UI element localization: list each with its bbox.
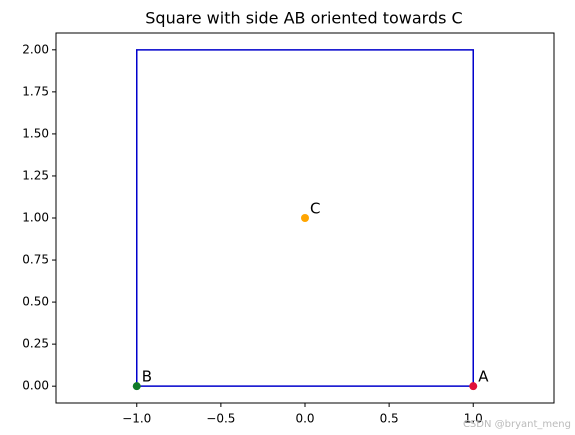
square-line: [136, 49, 474, 387]
y-tick-label: 0.75: [22, 253, 49, 267]
point-label: C: [310, 200, 320, 218]
x-tick-label: −1.0: [122, 412, 151, 426]
point-label: A: [478, 368, 489, 386]
point: [132, 382, 141, 391]
y-tick-label: 0.00: [22, 379, 49, 393]
y-tick-label: 1.50: [22, 126, 49, 140]
watermark: CSDN @bryant_meng: [463, 419, 571, 430]
chart-title: Square with side AB oriented towards C: [145, 9, 462, 28]
x-tick-label: 1.0: [464, 412, 483, 426]
point: [469, 382, 478, 391]
y-tick-label: 2.00: [22, 42, 49, 56]
y-tick-label: 0.25: [22, 337, 49, 351]
x-tick-label: 0.5: [380, 412, 399, 426]
y-tick-label: 0.50: [22, 295, 49, 309]
point-label: B: [142, 368, 152, 386]
point: [301, 214, 309, 222]
y-tick-label: 1.00: [22, 211, 49, 225]
y-tick-label: 1.75: [22, 84, 49, 98]
x-tick-label: −0.5: [206, 412, 235, 426]
x-tick-label: 0.0: [295, 412, 314, 426]
y-tick-label: 1.25: [22, 168, 49, 182]
plot-frame: [55, 32, 555, 404]
